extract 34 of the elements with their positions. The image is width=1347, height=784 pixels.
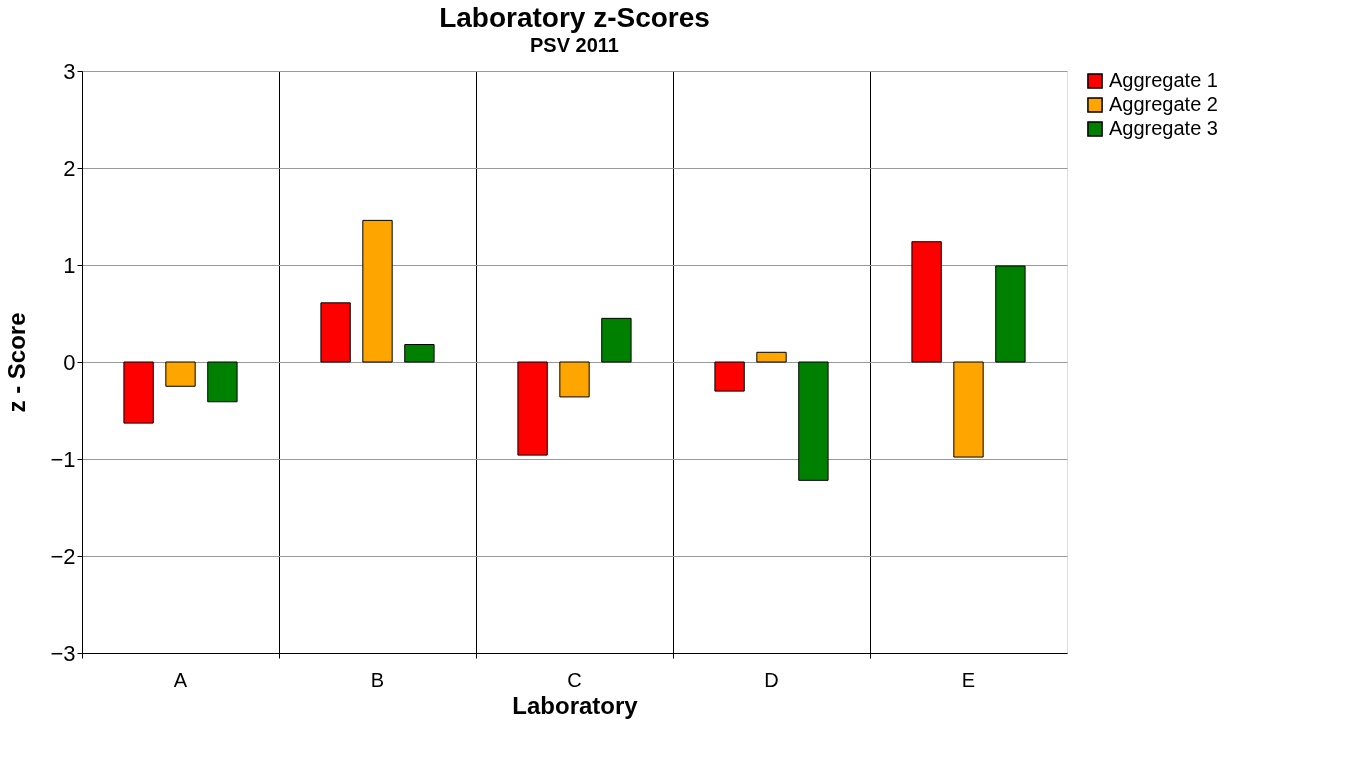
bar <box>953 361 984 458</box>
legend-label: Aggregate 1 <box>1109 69 1218 91</box>
y-tick-label: −2 <box>50 543 76 569</box>
x-axis-title: Laboratory <box>512 691 639 719</box>
y-tick-label: −3 <box>50 640 76 666</box>
bar <box>756 351 787 363</box>
bar <box>320 302 351 363</box>
bar <box>559 361 590 398</box>
y-tick-label: 1 <box>63 252 76 278</box>
y-tick-label: 3 <box>63 58 76 84</box>
x-tick-label: D <box>764 668 779 691</box>
bar <box>123 361 154 424</box>
bar <box>601 317 632 363</box>
x-tick-label: A <box>173 668 188 691</box>
legend-label: Aggregate 2 <box>1109 93 1218 115</box>
bar <box>714 361 745 392</box>
bar <box>911 241 942 363</box>
bar <box>995 265 1026 363</box>
x-tick-label: E <box>961 668 976 691</box>
chart-title: Laboratory z-Scores <box>439 2 710 33</box>
bar <box>362 219 393 363</box>
bar <box>404 344 435 363</box>
y-tick-label: −1 <box>50 446 76 472</box>
bar <box>798 361 829 481</box>
y-tick-label: 2 <box>63 155 76 181</box>
y-tick-label: 0 <box>63 349 76 375</box>
y-axis-title: z - Score <box>3 312 31 413</box>
legend-label: Aggregate 3 <box>1109 117 1218 139</box>
bar <box>165 361 196 387</box>
chart-subtitle: PSV 2011 <box>530 34 619 56</box>
x-tick-label: C <box>567 668 582 691</box>
bar <box>207 361 238 403</box>
bar <box>517 361 548 456</box>
x-tick-label: B <box>370 668 385 691</box>
